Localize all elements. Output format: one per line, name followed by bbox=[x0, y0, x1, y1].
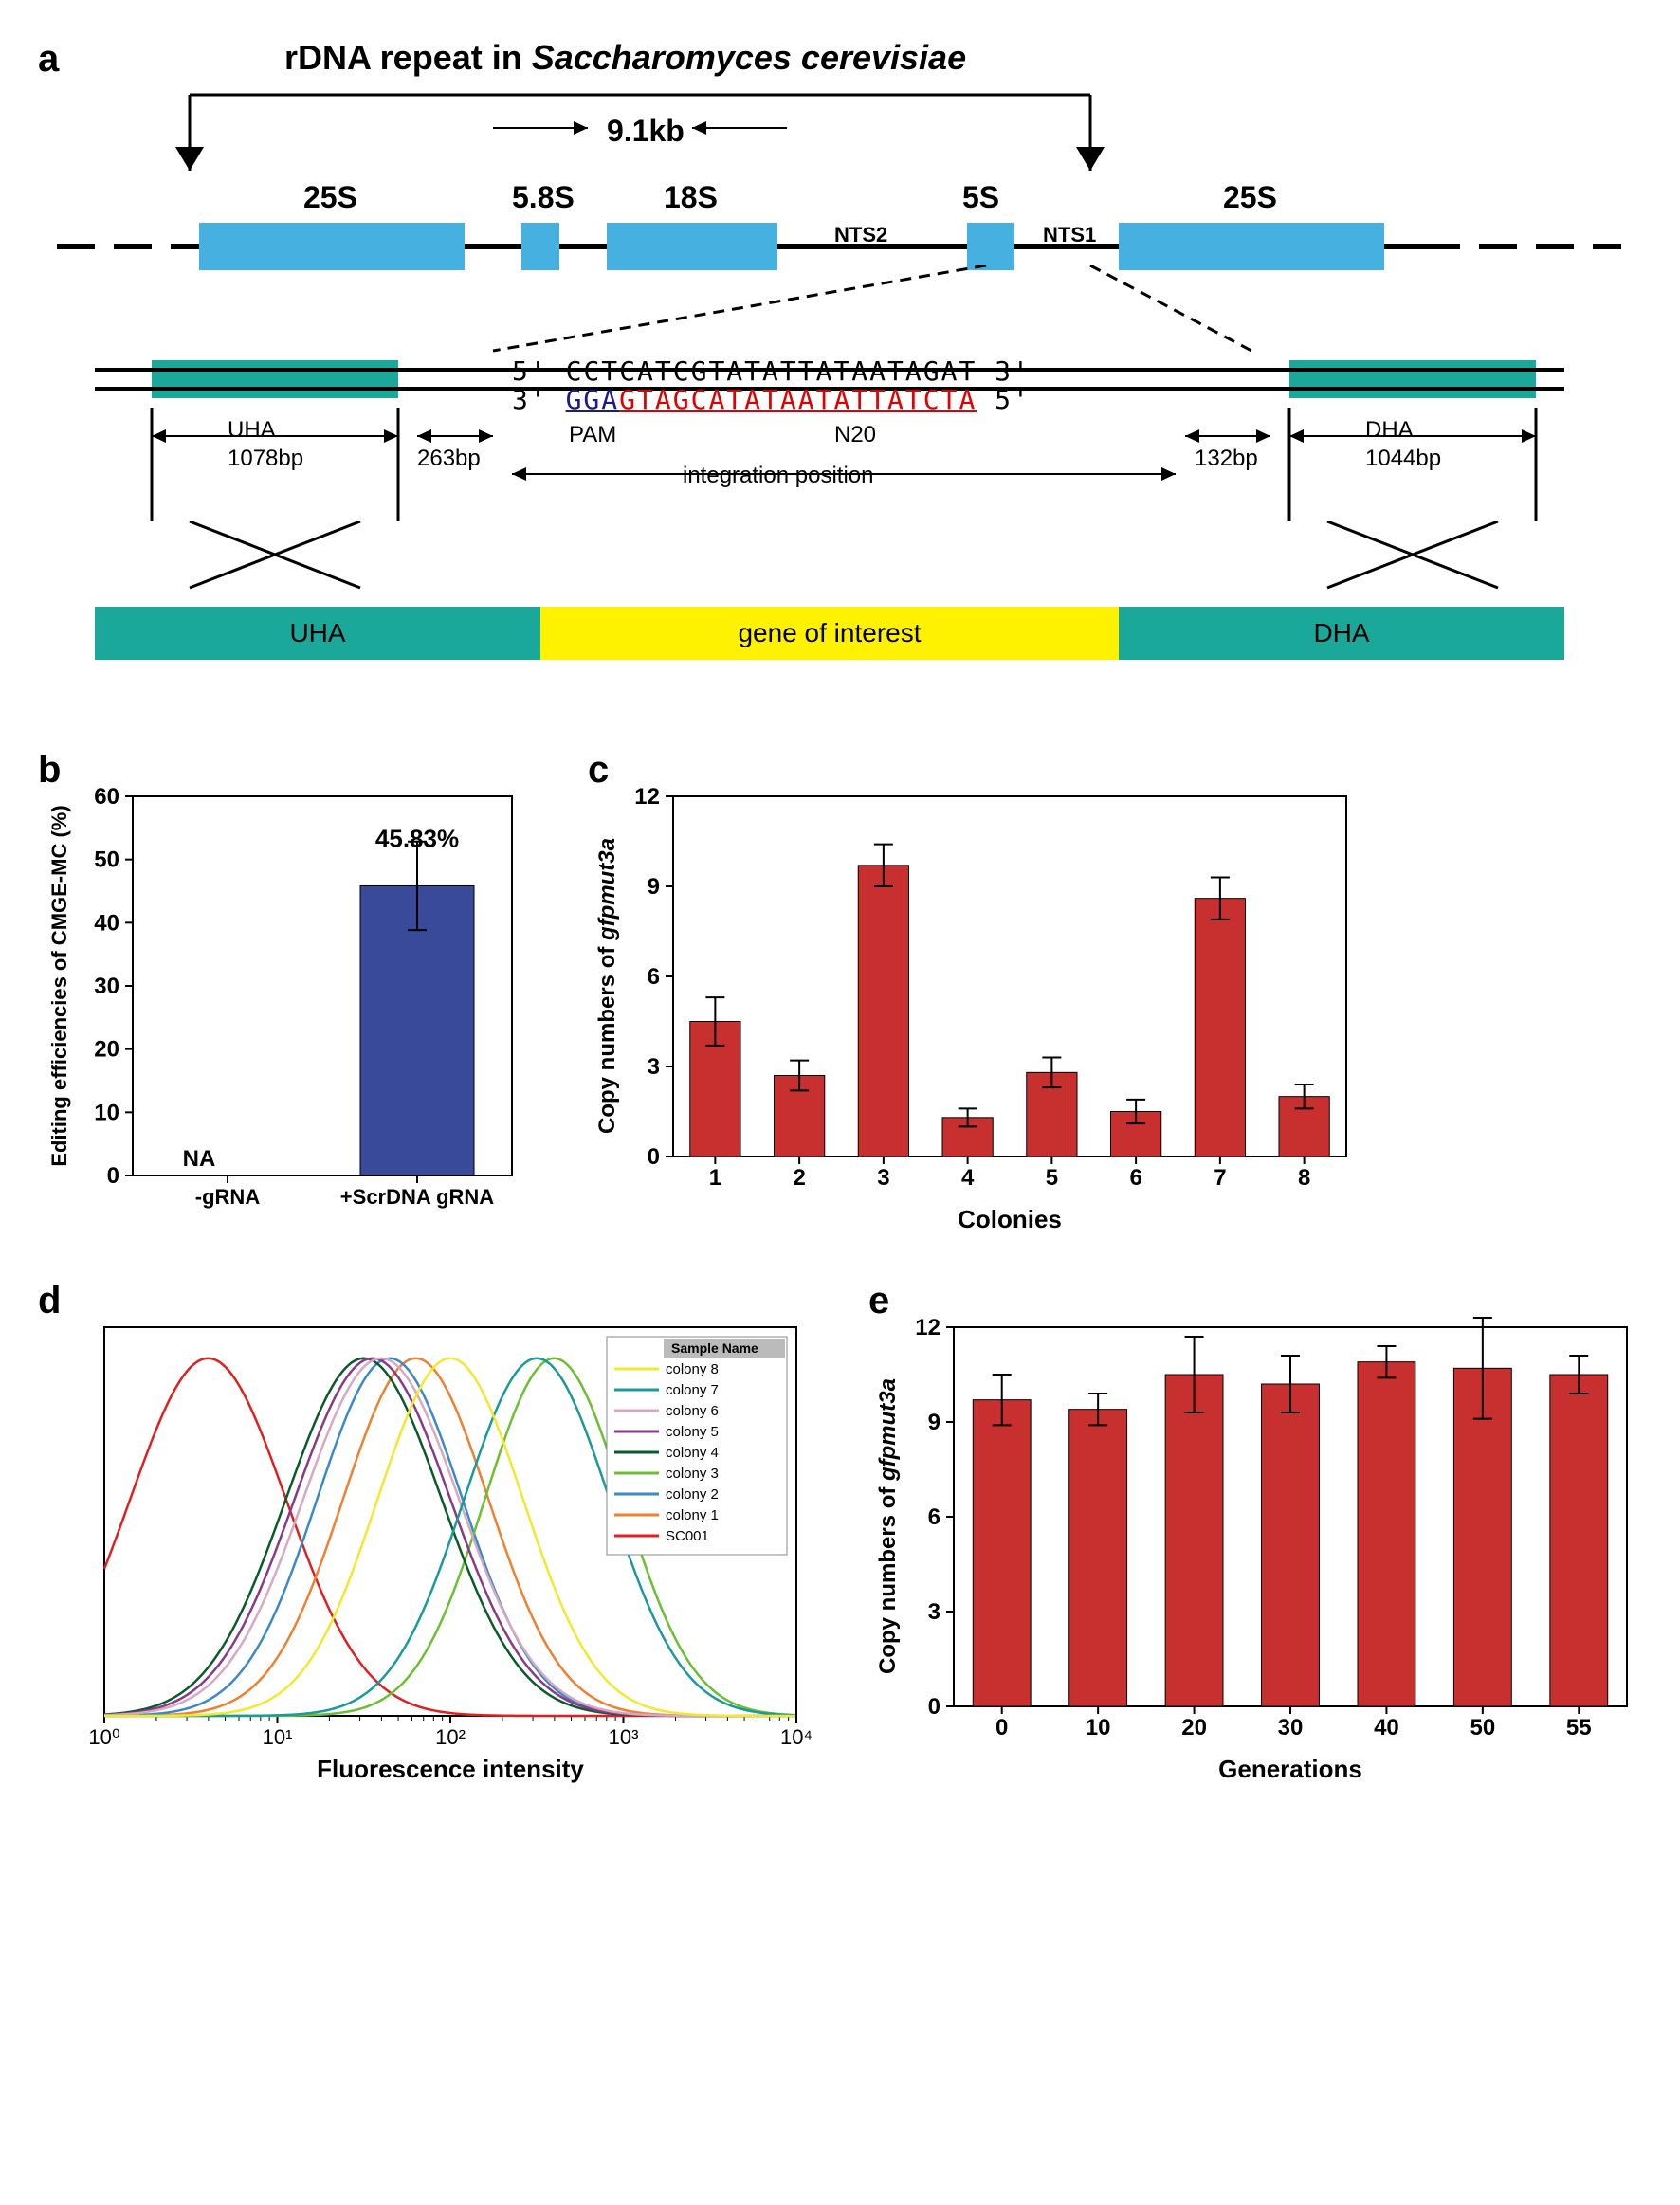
svg-text:3: 3 bbox=[877, 1165, 889, 1191]
svg-text:colony 1: colony 1 bbox=[666, 1507, 719, 1523]
svg-text:8: 8 bbox=[1298, 1165, 1310, 1191]
svg-text:colony 6: colony 6 bbox=[666, 1403, 719, 1419]
gene-box bbox=[607, 223, 777, 270]
panel-e: e 0369120102030405055Copy numbers of gfp… bbox=[868, 1280, 1642, 1801]
svg-text:6: 6 bbox=[1129, 1165, 1141, 1191]
svg-text:5: 5 bbox=[1046, 1165, 1058, 1191]
svg-text:60: 60 bbox=[94, 784, 119, 810]
svg-text:Fluorescence intensity: Fluorescence intensity bbox=[317, 1755, 584, 1783]
svg-text:colony 8: colony 8 bbox=[666, 1361, 719, 1377]
repeat-size: 9.1kb bbox=[607, 114, 685, 149]
svg-text:Sample Name: Sample Name bbox=[671, 1340, 758, 1356]
svg-text:SC001: SC001 bbox=[666, 1528, 709, 1544]
gene-box bbox=[967, 223, 1014, 270]
gene-box bbox=[199, 223, 465, 270]
panel-c: c 03691212345678Copy numbers of gfpmut3a… bbox=[588, 749, 1365, 1251]
svg-text:45.83%: 45.83% bbox=[375, 824, 459, 852]
svg-text:10⁴: 10⁴ bbox=[780, 1725, 813, 1749]
svg-text:10²: 10² bbox=[435, 1725, 466, 1749]
svg-text:0: 0 bbox=[995, 1715, 1008, 1740]
integration-label: integration position bbox=[683, 463, 873, 489]
seq-top: 5' CCTCATCGTATATTATAATAGAT 3' bbox=[512, 355, 1031, 387]
nts-label: NTS2 bbox=[834, 223, 887, 247]
svg-text:9: 9 bbox=[648, 874, 660, 900]
svg-text:2: 2 bbox=[793, 1165, 805, 1191]
svg-text:NA: NA bbox=[183, 1146, 216, 1172]
panel-a-label: a bbox=[38, 38, 59, 81]
svg-text:40: 40 bbox=[1374, 1715, 1399, 1740]
svg-text:50: 50 bbox=[94, 847, 119, 873]
svg-text:3: 3 bbox=[648, 1054, 660, 1080]
left-gap: 263bp bbox=[417, 446, 481, 472]
svg-text:20: 20 bbox=[1181, 1715, 1207, 1740]
svg-text:20: 20 bbox=[94, 1037, 119, 1063]
zoom-lines bbox=[57, 265, 1621, 360]
donor-fragment: UHA gene of interest DHA bbox=[95, 607, 1564, 660]
svg-text:0: 0 bbox=[107, 1163, 119, 1189]
svg-text:Copy numbers of gfpmut3a: Copy numbers of gfpmut3a bbox=[594, 838, 620, 1134]
svg-text:colony 3: colony 3 bbox=[666, 1466, 719, 1482]
svg-text:40: 40 bbox=[94, 910, 119, 936]
svg-text:3: 3 bbox=[928, 1599, 940, 1625]
svg-text:6: 6 bbox=[928, 1504, 940, 1530]
svg-text:colony 4: colony 4 bbox=[666, 1445, 719, 1461]
svg-text:Editing efficiencies of CMGE-M: Editing efficiencies of CMGE-MC (%) bbox=[47, 805, 71, 1166]
svg-text:colony 7: colony 7 bbox=[666, 1382, 719, 1398]
nts-label: NTS1 bbox=[1043, 223, 1096, 247]
svg-text:7: 7 bbox=[1214, 1165, 1226, 1191]
svg-text:1: 1 bbox=[709, 1165, 721, 1191]
panel-a: a rDNA repeat in Saccharomyces cerevisia… bbox=[38, 38, 1642, 720]
svg-text:Copy numbers of gfpmut3a: Copy numbers of gfpmut3a bbox=[875, 1378, 901, 1674]
dha-size: 1044bp bbox=[1365, 446, 1441, 472]
svg-text:-gRNA: -gRNA bbox=[195, 1185, 261, 1209]
panel-a-title: rDNA repeat in Saccharomyces cerevisiae bbox=[284, 38, 966, 78]
svg-text:colony 5: colony 5 bbox=[666, 1424, 719, 1440]
chart-e: 0 3 6 9 12 0 10 20 30 40 50 55 Copy numbers of gfpmu… bbox=[868, 1308, 1646, 1801]
svg-text:0: 0 bbox=[648, 1144, 660, 1170]
svg-text:+ScrDNA gRNA: +ScrDNA gRNA bbox=[340, 1185, 494, 1209]
panel-b: b 0102030405060-gRNA+ScrDNA gRNAEditing … bbox=[38, 749, 531, 1251]
svg-text:55: 55 bbox=[1566, 1715, 1592, 1740]
svg-text:9: 9 bbox=[928, 1410, 940, 1435]
gene-label: 25S bbox=[1223, 180, 1277, 215]
svg-text:6: 6 bbox=[648, 964, 660, 990]
svg-text:0: 0 bbox=[928, 1694, 940, 1720]
chart-d: 10⁰ 10¹ 10² 10³ 10⁴ Fluorescence intensity Sam… bbox=[38, 1308, 815, 1801]
chart-b: 0 10 20 30 40 50 60 -gRNA +ScrDNA gRNA Editing ef… bbox=[38, 777, 531, 1251]
chart-c: 03691212345678Copy numbers of gfpmut3aCo… bbox=[588, 777, 1365, 1251]
svg-text:12: 12 bbox=[915, 1315, 940, 1340]
svg-text:10³: 10³ bbox=[609, 1725, 639, 1749]
svg-text:12: 12 bbox=[634, 784, 660, 810]
uha-size: 1078bp bbox=[228, 446, 303, 472]
svg-text:Colonies: Colonies bbox=[958, 1205, 1062, 1233]
gene-label: 18S bbox=[664, 180, 718, 215]
gene-label: 5.8S bbox=[512, 180, 575, 215]
svg-text:4: 4 bbox=[961, 1165, 975, 1191]
svg-text:10: 10 bbox=[94, 1100, 119, 1125]
uha-label: UHA bbox=[228, 417, 276, 444]
svg-text:30: 30 bbox=[94, 974, 119, 999]
gene-label: 25S bbox=[303, 180, 357, 215]
svg-text:10⁰: 10⁰ bbox=[88, 1725, 119, 1749]
svg-text:10¹: 10¹ bbox=[263, 1725, 293, 1749]
svg-text:10: 10 bbox=[1086, 1715, 1111, 1740]
right-gap: 132bp bbox=[1195, 446, 1258, 472]
panel-d: d 10⁰10¹10²10³10⁴Fluorescence intensityS… bbox=[38, 1280, 812, 1801]
gene-box bbox=[1119, 223, 1384, 270]
gene-box bbox=[521, 223, 559, 270]
svg-text:30: 30 bbox=[1278, 1715, 1304, 1740]
dha-label: DHA bbox=[1365, 417, 1414, 444]
svg-text:colony 2: colony 2 bbox=[666, 1486, 719, 1503]
gene-label: 5S bbox=[962, 180, 999, 215]
svg-text:50: 50 bbox=[1470, 1715, 1496, 1740]
svg-text:Generations: Generations bbox=[1218, 1755, 1362, 1783]
